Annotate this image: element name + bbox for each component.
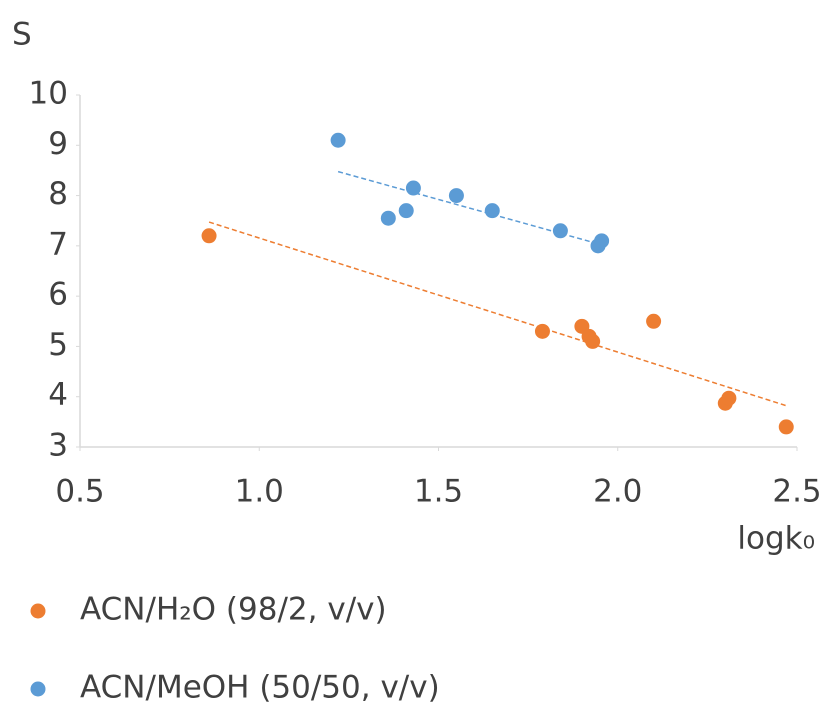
y-tick-label: 5 bbox=[48, 327, 68, 363]
trend-line bbox=[208, 221, 787, 407]
point bbox=[552, 223, 568, 239]
y-tick-label: 4 bbox=[48, 377, 68, 413]
point bbox=[594, 233, 610, 249]
point bbox=[585, 333, 601, 349]
x-axis-label: logk₀ bbox=[737, 521, 815, 557]
point bbox=[398, 203, 414, 219]
point bbox=[405, 180, 421, 196]
y-tick-label: 9 bbox=[48, 126, 68, 162]
x-tick-label: 1.5 bbox=[414, 474, 463, 510]
legend-label: ACN/H₂O (98/2, v/v) bbox=[80, 592, 387, 628]
point bbox=[721, 390, 737, 406]
point bbox=[534, 323, 550, 339]
point bbox=[778, 419, 794, 435]
y-tick-label: 3 bbox=[48, 428, 68, 464]
point bbox=[330, 132, 346, 148]
legend-marker bbox=[30, 603, 46, 619]
x-tick-label: 0.5 bbox=[55, 474, 104, 510]
y-tick-label: 7 bbox=[48, 226, 68, 262]
x-tick-label: 1.0 bbox=[235, 474, 284, 510]
x-tick-label: 2.5 bbox=[772, 474, 821, 510]
legend-label: ACN/MeOH (50/50, v/v) bbox=[80, 670, 440, 703]
point bbox=[646, 313, 662, 329]
point bbox=[380, 210, 396, 226]
point bbox=[484, 203, 500, 219]
x-tick-label: 2.0 bbox=[593, 474, 642, 510]
y-tick-label: 8 bbox=[48, 176, 68, 212]
point bbox=[201, 228, 217, 244]
y-axis-label: S bbox=[12, 17, 32, 53]
point bbox=[448, 188, 464, 204]
y-tick-label: 10 bbox=[29, 76, 68, 112]
legend-marker bbox=[30, 681, 46, 697]
y-tick-label: 6 bbox=[48, 277, 68, 313]
